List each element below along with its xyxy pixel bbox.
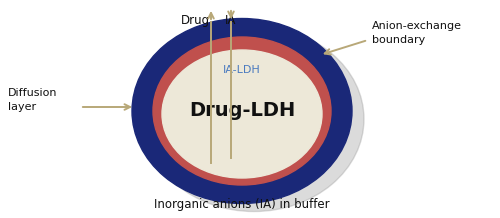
Text: IA-LDH: IA-LDH (223, 65, 261, 75)
Ellipse shape (162, 50, 322, 178)
Text: Drug-LDH: Drug-LDH (189, 102, 295, 121)
Ellipse shape (153, 37, 331, 185)
Text: Inorganic anions (IA) in buffer: Inorganic anions (IA) in buffer (154, 198, 330, 211)
Text: Anion-exchange
boundary: Anion-exchange boundary (372, 21, 462, 45)
Text: IA: IA (225, 14, 236, 27)
Text: Diffusion
layer: Diffusion layer (8, 89, 58, 112)
Ellipse shape (144, 27, 364, 211)
Ellipse shape (132, 19, 352, 203)
Text: Drug: Drug (180, 14, 210, 27)
